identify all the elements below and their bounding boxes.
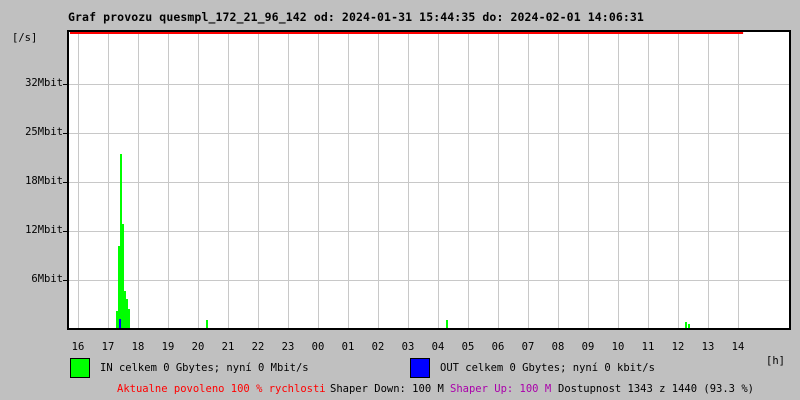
x-tick-label: 11 <box>641 341 655 353</box>
x-tick-label: 03 <box>401 341 415 353</box>
legend-in-label: IN celkem 0 Gbytes; nyní 0 Mbit/s <box>100 362 309 374</box>
x-tick-label: 17 <box>101 341 115 353</box>
y-tick-label: 18Mbit <box>25 175 63 187</box>
x-tick-label: 06 <box>491 341 505 353</box>
status-allowed-speed: Aktualne povoleno 100 % rychlosti <box>117 383 326 395</box>
x-tick-label: 09 <box>581 341 595 353</box>
x-tick-label: 02 <box>371 341 385 353</box>
graph-title: Graf provozu quesmpl_172_21_96_142 od: 2… <box>68 10 644 24</box>
x-tick-label: 07 <box>521 341 535 353</box>
x-tick-label: 00 <box>311 341 325 353</box>
y-tick-label: 6Mbit <box>31 273 63 285</box>
x-tick-label: 19 <box>161 341 175 353</box>
x-tick-label: 14 <box>731 341 745 353</box>
x-tick-label: 10 <box>611 341 625 353</box>
status-shaper-down: Shaper Down: 100 M <box>330 383 444 395</box>
status-availability: Dostupnost 1343 z 1440 (93.3 %) <box>558 383 754 395</box>
legend-out-label: OUT celkem 0 Gbytes; nyní 0 kbit/s <box>440 362 655 374</box>
x-tick-label: 01 <box>341 341 355 353</box>
x-tick-label: 22 <box>251 341 265 353</box>
legend-in-swatch <box>70 358 90 378</box>
x-tick-label: 20 <box>191 341 205 353</box>
x-tick-label: 13 <box>701 341 715 353</box>
x-tick-label: 08 <box>551 341 565 353</box>
x-tick-label: 04 <box>431 341 445 353</box>
status-shaper-up: Shaper Up: 100 M <box>450 383 552 395</box>
x-axis-unit-label: [h] <box>766 355 785 367</box>
x-tick-label: 16 <box>71 341 85 353</box>
x-tick-label: 12 <box>671 341 685 353</box>
x-tick-label: 21 <box>221 341 235 353</box>
x-tick-label: 23 <box>281 341 295 353</box>
x-tick-label: 18 <box>131 341 145 353</box>
y-tick-label: 12Mbit <box>25 224 63 236</box>
x-tick-label: 05 <box>461 341 475 353</box>
y-axis-unit-label: [/s] <box>12 32 38 44</box>
y-tick-label: 32Mbit <box>25 77 63 89</box>
legend-out-swatch <box>410 358 430 378</box>
y-tick-label: 25Mbit <box>25 126 63 138</box>
